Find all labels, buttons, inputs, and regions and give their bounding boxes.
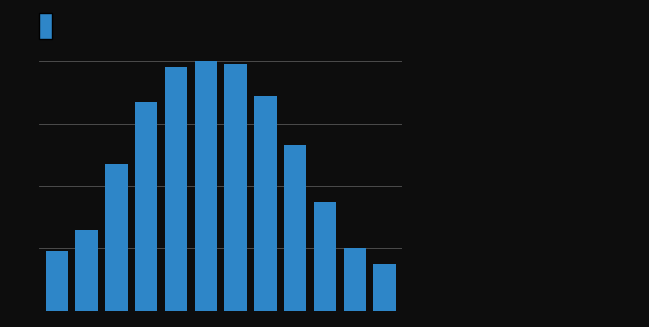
- FancyBboxPatch shape: [39, 13, 52, 39]
- Bar: [45, 251, 68, 311]
- Bar: [165, 67, 187, 311]
- Bar: [254, 95, 276, 311]
- Bar: [284, 146, 306, 311]
- Bar: [225, 64, 247, 311]
- Bar: [75, 230, 98, 311]
- Bar: [343, 248, 366, 311]
- Bar: [313, 201, 336, 311]
- Bar: [105, 164, 128, 311]
- Bar: [373, 264, 396, 311]
- Bar: [135, 102, 157, 311]
- Bar: [195, 61, 217, 311]
